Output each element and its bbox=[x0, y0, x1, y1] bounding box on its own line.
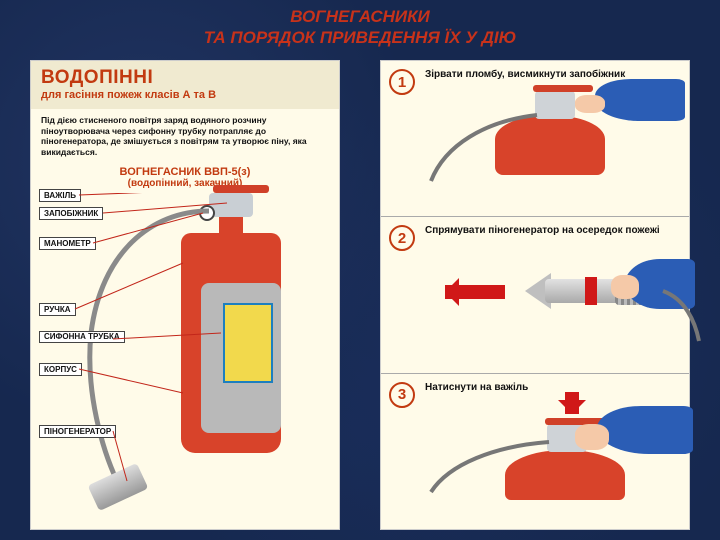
extinguisher-diagram: ВАЖІЛЬ ЗАПОБІЖНИК МАНОМЕТР РУЧКА СИФОННА… bbox=[31, 193, 339, 523]
lead-lines bbox=[31, 193, 341, 523]
left-subheading: для гасіння пожеж класів А та В bbox=[41, 89, 329, 101]
page-title: ВОГНЕГАСНИКИ ТА ПОРЯДОК ПРИВЕДЕННЯ ЇХ У … bbox=[0, 6, 720, 49]
step-number-3: 3 bbox=[389, 382, 415, 408]
step-1: 1 Зірвати пломбу, висмикнути запобіжник bbox=[381, 61, 689, 217]
ext-lever bbox=[213, 185, 269, 193]
title-line1: ВОГНЕГАСНИКИ bbox=[290, 7, 430, 26]
step-number-1: 1 bbox=[389, 69, 415, 95]
left-heading-block: ВОДОПІННІ для гасіння пожеж класів А та … bbox=[31, 61, 339, 109]
model-name: ВОГНЕГАСНИК ВВП-5(з) bbox=[31, 166, 339, 178]
step-1-illustration bbox=[425, 85, 681, 185]
title-line2: ТА ПОРЯДОК ПРИВЕДЕННЯ ЇХ У ДІЮ bbox=[204, 28, 517, 47]
step-3: 3 Натиснути на важіль bbox=[381, 374, 689, 529]
step-2: 2 Спрямувати піногенератор на осередок п… bbox=[381, 217, 689, 373]
hand-sleeve-3 bbox=[597, 406, 693, 454]
left-description: Під дією стисненого повітря заряд водяно… bbox=[31, 109, 339, 162]
hand-sleeve-1 bbox=[595, 79, 685, 121]
steps-list: 1 Зірвати пломбу, висмикнути запобіжник … bbox=[381, 61, 689, 529]
model-sub: (водопінний, закачний) bbox=[31, 178, 339, 189]
left-heading: ВОДОПІННІ bbox=[41, 67, 329, 89]
step-2-illustration bbox=[425, 241, 681, 341]
hand-fingers-3 bbox=[575, 424, 609, 450]
right-panel: 1 Зірвати пломбу, висмикнути запобіжник … bbox=[380, 60, 690, 530]
step-text-2: Спрямувати піногенератор на осередок пож… bbox=[425, 225, 681, 237]
step-text-3: Натиснути на важіль bbox=[425, 382, 681, 394]
left-panel: ВОДОПІННІ для гасіння пожеж класів А та … bbox=[30, 60, 340, 530]
hand-fingers-1 bbox=[575, 95, 605, 113]
hose-2 bbox=[425, 241, 705, 351]
step-3-illustration bbox=[425, 398, 681, 498]
step-number-2: 2 bbox=[389, 225, 415, 251]
